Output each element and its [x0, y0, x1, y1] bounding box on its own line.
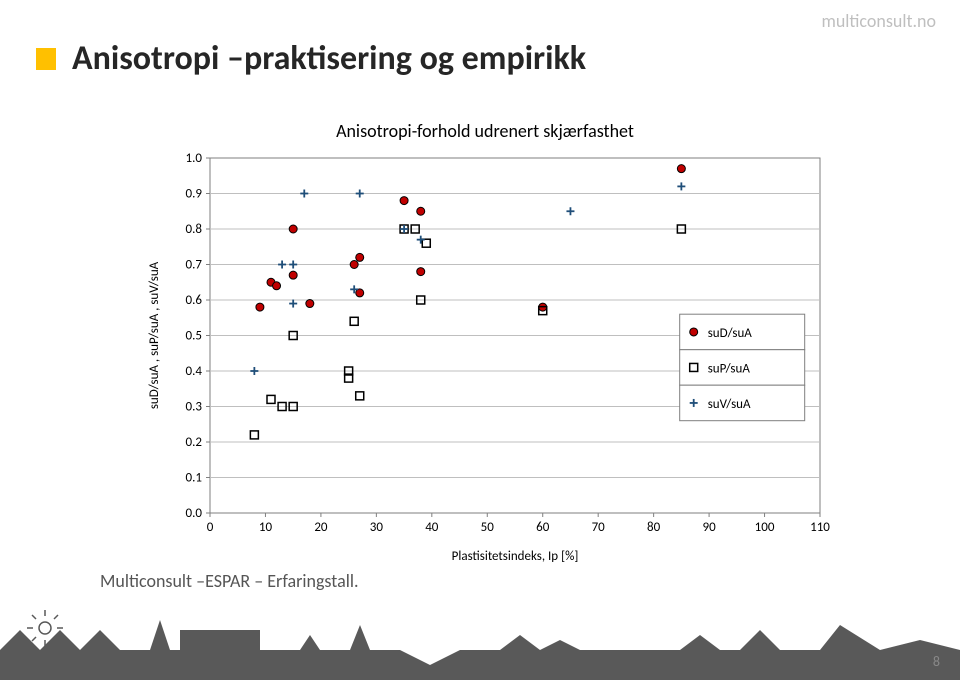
- svg-text:suV/suA: suV/suA: [708, 397, 751, 412]
- svg-text:50: 50: [481, 520, 495, 535]
- footer-silhouette: [0, 610, 960, 680]
- svg-text:80: 80: [647, 520, 661, 535]
- svg-text:0.1: 0.1: [186, 471, 202, 486]
- svg-text:0.9: 0.9: [186, 187, 203, 202]
- svg-text:10: 10: [259, 520, 273, 535]
- chart-container: Anisotropi-forhold udrenert skjærfasthet…: [140, 120, 830, 570]
- svg-text:0.6: 0.6: [186, 293, 203, 308]
- svg-text:30: 30: [370, 520, 384, 535]
- svg-text:0.0: 0.0: [186, 506, 203, 521]
- scatter-chart: 0.0 0.1 0.2 0.3 0.4 0.5 0.6 0.7 0.8 0.9 1.0 0 10 20 30…: [140, 148, 830, 568]
- svg-text:0: 0: [207, 520, 214, 535]
- svg-text:0.8: 0.8: [186, 222, 203, 237]
- svg-text:90: 90: [702, 520, 716, 535]
- svg-text:0.3: 0.3: [186, 400, 203, 415]
- chart-caption: Multiconsult –ESPAR – Erfaringstall.: [100, 570, 359, 592]
- page-number: 8: [933, 653, 940, 670]
- svg-text:0.5: 0.5: [186, 329, 202, 344]
- title-bullet: [36, 48, 56, 70]
- svg-text:100: 100: [755, 520, 775, 535]
- svg-text:70: 70: [592, 520, 606, 535]
- svg-text:1.0: 1.0: [186, 151, 203, 166]
- chart-title: Anisotropi-forhold udrenert skjærfasthet: [140, 120, 830, 142]
- svg-text:110: 110: [810, 520, 830, 535]
- title-row: Anisotropi –praktisering og empirikk: [36, 38, 586, 79]
- svg-text:0.2: 0.2: [186, 435, 203, 450]
- svg-text:Plastisitetsindeks, Ip [%]: Plastisitetsindeks, Ip [%]: [452, 549, 579, 564]
- svg-text:suP/suA: suP/suA: [708, 361, 751, 376]
- svg-text:0.4: 0.4: [186, 364, 203, 379]
- svg-text:0.7: 0.7: [186, 258, 203, 273]
- brand-text: multiconsult.no: [821, 10, 936, 32]
- svg-text:suD/suA , suP/suA , suV/suA: suD/suA , suP/suA , suV/suA: [147, 261, 162, 409]
- svg-text:suD/suA: suD/suA: [708, 326, 753, 341]
- svg-text:60: 60: [536, 520, 550, 535]
- page-title: Anisotropi –praktisering og empirikk: [72, 38, 586, 79]
- svg-text:40: 40: [425, 520, 439, 535]
- svg-text:20: 20: [314, 520, 328, 535]
